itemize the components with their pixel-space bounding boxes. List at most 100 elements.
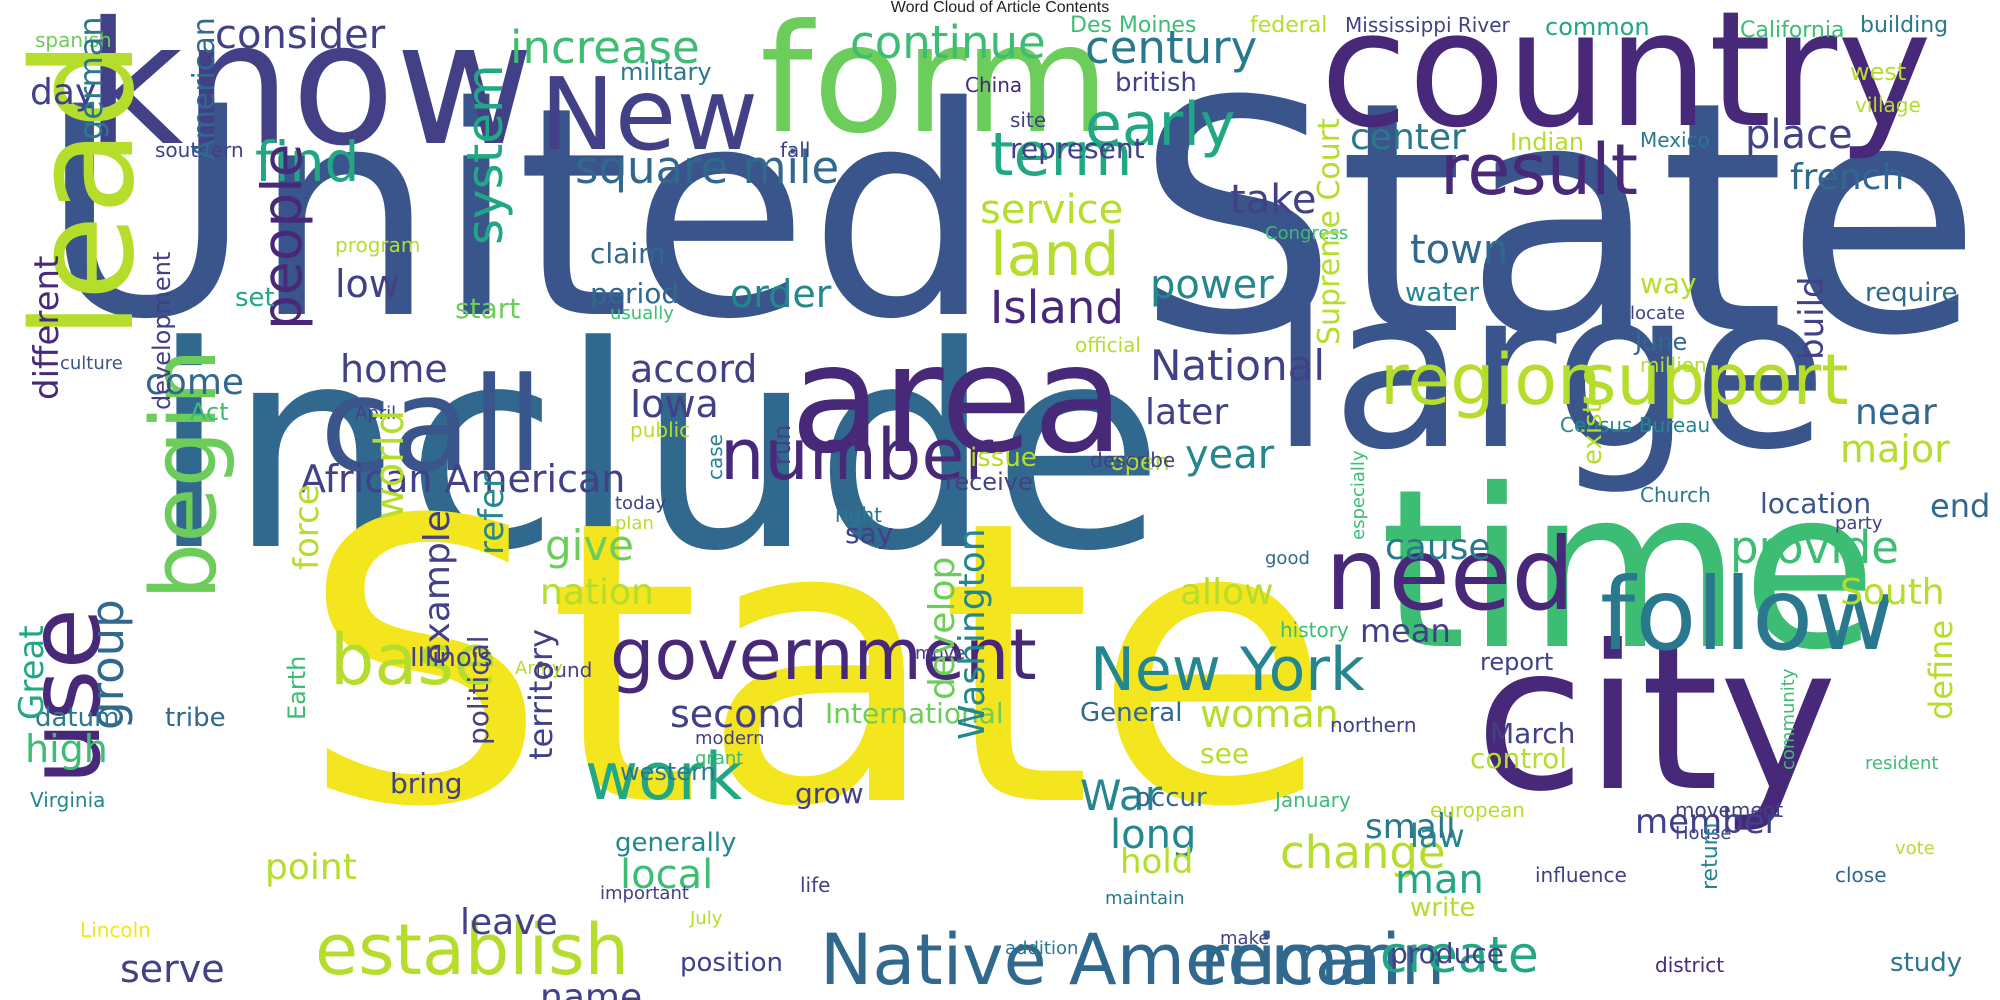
- cloud-word: Mississippi River: [1345, 13, 1510, 37]
- cloud-word: New York: [1090, 635, 1365, 705]
- cloud-word: need: [1325, 516, 1575, 633]
- cloud-word: State: [1135, 34, 1983, 406]
- cloud-word: find: [255, 130, 360, 194]
- cloud-word: Mexico: [1640, 128, 1710, 152]
- cloud-word: describe: [1090, 448, 1176, 472]
- cloud-word: Indian: [1510, 128, 1585, 156]
- cloud-word: law: [1410, 817, 1465, 855]
- cloud-word: datum: [35, 703, 120, 733]
- cloud-word: location: [1760, 487, 1872, 520]
- cloud-word: require: [1865, 278, 1958, 308]
- cloud-word: important: [600, 883, 689, 904]
- cloud-word: include: [150, 287, 1165, 613]
- cloud-word: serve: [120, 947, 225, 991]
- cloud-word: War: [1080, 771, 1162, 820]
- cloud-word: Iowa: [630, 382, 719, 426]
- cloud-word: Act: [190, 398, 229, 426]
- cloud-word: addition: [1005, 938, 1079, 959]
- cloud-word: form: [760, 0, 1110, 167]
- cloud-word: control: [1470, 742, 1568, 775]
- cloud-word: million: [1640, 353, 1707, 377]
- cloud-word: woman: [1200, 692, 1339, 736]
- cloud-word: come: [145, 362, 245, 403]
- cloud-word: Great: [12, 625, 52, 720]
- cloud-word: represent: [1010, 132, 1145, 165]
- cloud-word: good: [1265, 548, 1310, 569]
- cloud-word: American: [187, 17, 222, 160]
- cloud-word: end: [1930, 487, 1991, 525]
- cloud-word: provide: [1730, 521, 1899, 574]
- cloud-word: plan: [615, 513, 654, 534]
- cloud-word: century: [1085, 21, 1258, 74]
- cloud-word: usually: [610, 303, 674, 324]
- cloud-word: issue: [970, 443, 1037, 473]
- cloud-word: world: [367, 409, 413, 520]
- cloud-word: March: [1490, 717, 1576, 750]
- cloud-word: long: [1110, 812, 1197, 858]
- cloud-word: Church: [1640, 483, 1711, 507]
- cloud-word: community: [1778, 668, 1799, 770]
- cloud-word: service: [980, 187, 1124, 233]
- cloud-word: Washington: [952, 528, 993, 740]
- cloud-word: modern: [695, 728, 765, 749]
- cloud-word: federal: [1250, 13, 1328, 38]
- cloud-word: Des Moines: [1070, 13, 1197, 38]
- cloud-word: small: [1365, 807, 1456, 847]
- cloud-word: allow: [1180, 572, 1274, 613]
- cloud-word: second: [670, 692, 806, 736]
- cloud-word: locate: [1630, 303, 1686, 324]
- cloud-word: vote: [1895, 838, 1935, 859]
- cloud-word: see: [1200, 737, 1250, 770]
- chart-title: Word Cloud of Article Contents: [890, 0, 1110, 16]
- cloud-word: life: [800, 873, 831, 897]
- cloud-word: produce: [1390, 937, 1504, 970]
- cloud-word: resident: [1865, 753, 1939, 774]
- cloud-word: return: [1698, 822, 1723, 890]
- cloud-word: base: [330, 619, 497, 701]
- cloud-word: grow: [795, 777, 864, 810]
- cloud-word: nation: [540, 572, 654, 613]
- cloud-word: close: [1835, 863, 1887, 887]
- cloud-word: point: [265, 847, 357, 888]
- cloud-word: land: [990, 220, 1120, 290]
- cloud-word: continue: [850, 16, 1046, 69]
- cloud-word: run: [768, 424, 796, 465]
- cloud-word: way: [1640, 267, 1697, 300]
- cloud-word: establish: [315, 909, 630, 991]
- cloud-word: African American: [300, 457, 626, 501]
- cloud-word: build: [1792, 276, 1832, 360]
- cloud-word: village: [1855, 93, 1921, 117]
- cloud-word: Army: [515, 658, 563, 679]
- cloud-word: China: [965, 73, 1023, 97]
- cloud-word: city: [1475, 603, 1838, 836]
- cloud-word: fall: [780, 138, 811, 162]
- cloud-word: official: [1075, 333, 1141, 357]
- cloud-word: town: [1410, 227, 1509, 273]
- cloud-word: accord: [630, 347, 758, 391]
- cloud-word: hold: [1120, 842, 1194, 882]
- cloud-word: low: [335, 262, 400, 306]
- cloud-word: center: [1350, 117, 1466, 158]
- cloud-word: mean: [1360, 612, 1451, 650]
- cloud-word: british: [1115, 68, 1197, 98]
- cloud-word: support: [1580, 339, 1849, 421]
- cloud-word: California: [1740, 18, 1845, 43]
- cloud-word: General: [1080, 698, 1183, 728]
- cloud-word: South: [1840, 572, 1945, 613]
- cloud-word: man: [1395, 857, 1484, 903]
- cloud-word: territory: [522, 628, 560, 760]
- cloud-word: history: [1280, 618, 1349, 642]
- cloud-word: northern: [1330, 713, 1417, 737]
- cloud-word: french: [1790, 157, 1905, 198]
- cloud-word: german: [72, 16, 110, 140]
- cloud-word: create: [1380, 926, 1539, 984]
- cloud-word: public: [630, 418, 691, 442]
- cloud-word: result: [1440, 129, 1639, 211]
- cloud-word: right: [835, 503, 882, 527]
- cloud-word: Native American: [820, 919, 1403, 1000]
- cloud-word: western: [620, 758, 716, 786]
- cloud-word: increase: [510, 21, 700, 74]
- cloud-word: give: [545, 521, 635, 570]
- cloud-word: member: [1635, 802, 1779, 842]
- cloud-word: order: [730, 272, 832, 316]
